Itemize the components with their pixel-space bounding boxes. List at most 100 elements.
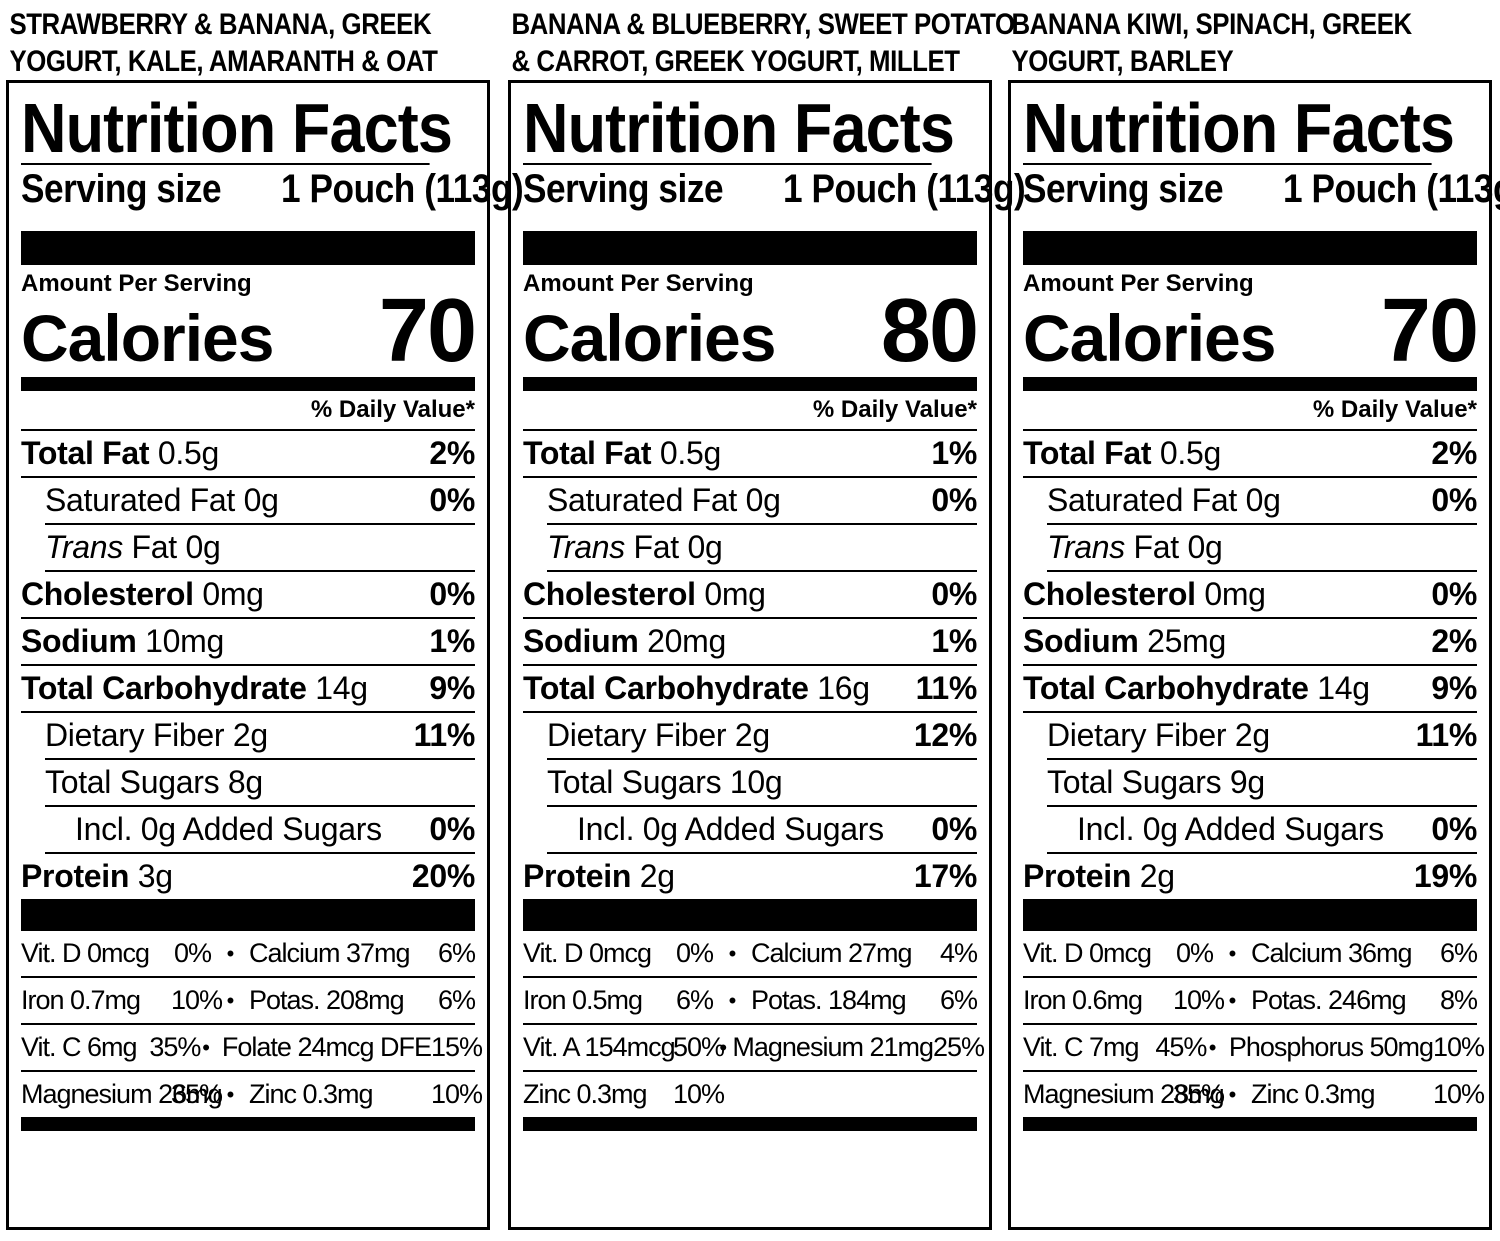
nutrient-name: Cholesterol xyxy=(21,576,194,612)
vitamin-row: Iron 0.5mg 6% • Potas. 184mg 6% xyxy=(523,978,978,1025)
vitamin-mineral-list: Vit. D 0mcg 0% • Calcium 37mg 6% Iron 0.7mg 10… xyxy=(21,931,483,1117)
vitamin-left-percent: 10% xyxy=(171,985,223,1015)
nutrient-label: Sodium 20mg xyxy=(523,623,726,660)
nutrient-name: Total Carbohydrate xyxy=(523,670,809,706)
nutrient-amount: 2g xyxy=(1131,858,1175,894)
nutrient-label: Incl. 0g Added Sugars xyxy=(45,811,382,848)
vitamin-right-percent: 6% xyxy=(1439,938,1478,968)
medium-divider xyxy=(21,377,475,391)
nutrition-facts-title: Nutrition Facts xyxy=(1023,89,1455,167)
bullet-separator: • xyxy=(226,940,235,966)
vitamin-right-label: Calcium 27mg xyxy=(751,938,913,968)
nutrient-row: Cholesterol 0mg 0% xyxy=(1023,572,1477,619)
product-heading: BANANA KIWI, SPINACH, GREEK YOGURT, BARL… xyxy=(1008,0,1490,80)
bullet-separator: • xyxy=(728,940,737,966)
nutrient-row: Protein 2g 19% xyxy=(1023,854,1477,899)
nutrition-facts-label: Nutrition Facts Serving size 1 Pouch (11… xyxy=(508,80,1026,1230)
nutrient-row: Saturated Fat 0g 0% xyxy=(547,478,977,525)
nutrient-label: Total Sugars 8g xyxy=(45,764,263,801)
bottom-divider xyxy=(1023,1117,1477,1131)
vitamin-left-percent: 0% xyxy=(1175,938,1214,968)
vitamin-row: Zinc 0.3mg 10% xyxy=(523,1072,977,1117)
nutrient-row: Total Sugars 9g xyxy=(1047,760,1477,807)
calories-label: Calories xyxy=(21,301,274,375)
nutrient-label: Protein 2g xyxy=(523,858,675,895)
nutrient-daily-value: 11% xyxy=(1415,717,1478,753)
vitamin-row: Magnesium 26mg 35% • Zinc 0.3mg 10% xyxy=(21,1072,483,1117)
nutrient-label: Cholesterol 0mg xyxy=(21,576,264,613)
nutrient-daily-value: 0% xyxy=(429,482,475,518)
nutrient-label: Dietary Fiber 2g xyxy=(45,717,268,754)
nutrient-daily-value: 1% xyxy=(429,623,475,659)
vitamin-left-label: Vit. A 154mcg xyxy=(523,1032,676,1062)
nutrient-amount: 0mg xyxy=(695,576,766,612)
thick-divider xyxy=(1023,899,1477,931)
nutrient-amount: 0.5g xyxy=(651,435,721,471)
vitamin-left-label: Vit. D 0mcg xyxy=(523,938,652,968)
nutrient-daily-value: 19% xyxy=(1413,858,1477,894)
nutrient-row: Cholesterol 0mg 0% xyxy=(21,572,475,619)
nutrient-name-italic: Trans xyxy=(45,529,123,565)
medium-divider xyxy=(1023,377,1477,391)
nutrient-name: Sodium xyxy=(523,623,639,659)
nutrient-label: Saturated Fat 0g xyxy=(1047,482,1281,519)
vitamin-right-label: Zinc 0.3mg xyxy=(249,1079,374,1109)
nutrient-name: Protein xyxy=(1023,858,1132,894)
bullet-separator: • xyxy=(1228,987,1237,1013)
nutrient-daily-value: 0% xyxy=(1431,482,1477,518)
nutrient-row: Total Carbohydrate 16g 11% xyxy=(523,666,977,713)
nutrient-daily-value: 9% xyxy=(429,670,475,706)
nutrient-daily-value: 0% xyxy=(931,811,977,847)
amount-per-serving: Amount Per Serving xyxy=(523,270,754,297)
nutrient-label: Saturated Fat 0g xyxy=(547,482,781,519)
serving-size-value: 1 Pouch (113g) xyxy=(1283,167,1500,211)
nutrient-daily-value: 11% xyxy=(413,717,476,753)
nutrient-name-italic: Trans xyxy=(1047,529,1125,565)
nutrient-label: Dietary Fiber 2g xyxy=(1047,717,1270,754)
nutrient-name: Dietary Fiber 2g xyxy=(45,717,268,753)
nutrient-amount: 0mg xyxy=(193,576,264,612)
nutrient-amount: 14g xyxy=(1308,670,1370,706)
nutrient-row: Protein 2g 17% xyxy=(523,854,977,899)
serving-size-row: Serving size 1 Pouch (113g) xyxy=(523,165,1026,221)
nutrient-list: Total Fat 0.5g 1% Saturated Fat 0g 0% Trans … xyxy=(523,431,977,899)
vitamin-left-percent: 6% xyxy=(675,985,714,1015)
nutrient-name: Sodium xyxy=(21,623,137,659)
product-heading-line-2: YOGURT, KALE, AMARANTH & OAT xyxy=(9,45,438,78)
vitamin-left-label: Vit. C 7mg xyxy=(1023,1032,1140,1062)
nutrient-daily-value: 1% xyxy=(931,435,977,471)
calories-value: 70 xyxy=(378,281,477,381)
vitamin-right-label: Magnesium 21mg xyxy=(732,1032,934,1062)
nutrient-name: Fat 0g xyxy=(624,529,723,565)
calories-value: 70 xyxy=(1380,281,1479,381)
nutrient-row: Protein 3g 20% xyxy=(21,854,475,899)
nutrient-label: Total Carbohydrate 14g xyxy=(21,670,368,707)
bullet-separator: • xyxy=(1208,1034,1217,1060)
vitamin-left-label: Iron 0.5mg xyxy=(523,985,643,1015)
nutrient-row: Total Sugars 8g xyxy=(45,760,475,807)
nutrition-column-1: STRAWBERRY & BANANA, GREEK YOGURT, KALE,… xyxy=(6,0,566,1230)
nutrient-list: Total Fat 0.5g 2% Saturated Fat 0g 0% Trans … xyxy=(1023,431,1477,899)
nutrient-name-italic: Trans xyxy=(547,529,625,565)
nutrient-row: Total Sugars 10g xyxy=(547,760,977,807)
vitamin-right-percent: 8% xyxy=(1439,985,1478,1015)
nutrient-amount: 0mg xyxy=(1195,576,1266,612)
nutrient-daily-value: 11% xyxy=(915,670,978,706)
nutrient-name: Total Sugars 8g xyxy=(45,764,263,800)
product-heading-line-1: BANANA KIWI, SPINACH, GREEK xyxy=(1011,8,1412,41)
nutrient-daily-value: 0% xyxy=(1431,576,1477,612)
serving-size-label: Serving size xyxy=(523,167,724,211)
bullet-separator: • xyxy=(1228,1081,1237,1107)
serving-size-row: Serving size 1 Pouch (113g) xyxy=(1023,165,1500,221)
nutrient-label: Total Fat 0.5g xyxy=(523,435,721,472)
vitamin-row: Vit. C 6mg 35% • Folate 24mcg DFE 15% xyxy=(21,1025,483,1072)
nutrient-name: Dietary Fiber 2g xyxy=(1047,717,1270,753)
nutrient-label: Total Sugars 9g xyxy=(1047,764,1265,801)
nutrient-label: Protein 3g xyxy=(21,858,173,895)
vitamin-mineral-list: Vit. D 0mcg 0% • Calcium 36mg 6% Iron 0.6mg 10… xyxy=(1023,931,1485,1117)
nutrient-label: Total Sugars 10g xyxy=(547,764,783,801)
product-heading-line-2: YOGURT, BARLEY xyxy=(1011,45,1234,78)
vitamin-row: Vit. D 0mcg 0% • Calcium 36mg 6% xyxy=(1023,931,1478,978)
vitamin-left-label: Vit. D 0mcg xyxy=(1023,938,1152,968)
vitamin-left-percent: 35% xyxy=(1173,1079,1225,1109)
